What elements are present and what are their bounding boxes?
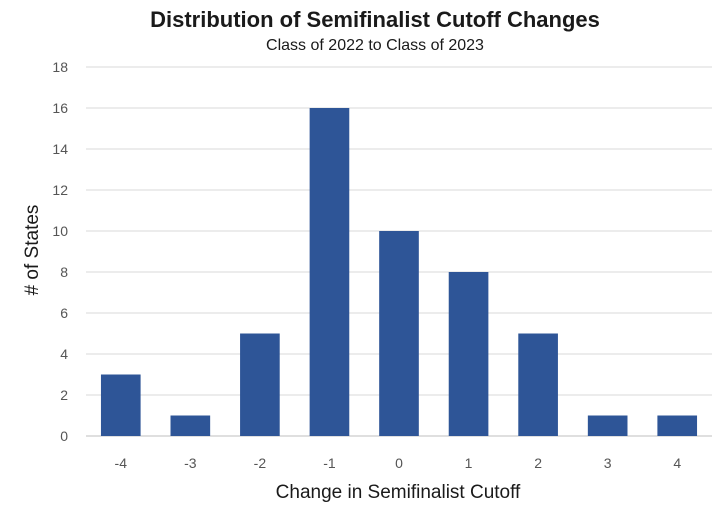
bar <box>587 415 628 436</box>
bar <box>170 415 211 436</box>
x-tick-label: -3 <box>184 455 197 471</box>
y-tick-label: 12 <box>52 182 68 198</box>
y-tick-label: 10 <box>52 223 68 239</box>
bar <box>379 231 419 436</box>
x-axis-title: Change in Semifinalist Cutoff <box>276 482 521 503</box>
y-tick-label: 18 <box>52 59 68 75</box>
chart-subtitle: Class of 2022 to Class of 2023 <box>266 37 484 54</box>
y-tick-label: 2 <box>60 387 68 403</box>
bar <box>448 272 489 436</box>
x-tick-label: 3 <box>604 455 612 471</box>
bar <box>100 374 141 436</box>
x-tick-label: 0 <box>395 455 403 471</box>
x-tick-label: 4 <box>673 455 681 471</box>
x-tick-label: -4 <box>115 455 128 471</box>
x-tick-label: -1 <box>323 455 336 471</box>
bar <box>657 415 698 436</box>
y-tick-label: 8 <box>60 264 68 280</box>
y-axis-ticks: 0 2 4 6 8 10 12 14 16 18 <box>52 59 68 444</box>
x-tick-label: 2 <box>534 455 542 471</box>
x-axis-ticks: -4 -3 -2 -1 0 1 2 3 4 <box>115 455 682 471</box>
y-tick-label: 0 <box>60 428 68 444</box>
y-tick-label: 14 <box>52 141 68 157</box>
x-tick-label: -2 <box>254 455 267 471</box>
x-tick-label: 1 <box>465 455 473 471</box>
chart-title: Distribution of Semifinalist Cutoff Chan… <box>150 7 600 32</box>
y-tick-label: 6 <box>60 305 68 321</box>
bars <box>100 108 698 436</box>
y-tick-label: 4 <box>60 346 68 362</box>
y-axis-title: # of States <box>22 205 43 296</box>
bar <box>518 333 558 436</box>
bar <box>240 333 280 436</box>
y-tick-label: 16 <box>52 100 68 116</box>
bar <box>309 108 350 436</box>
